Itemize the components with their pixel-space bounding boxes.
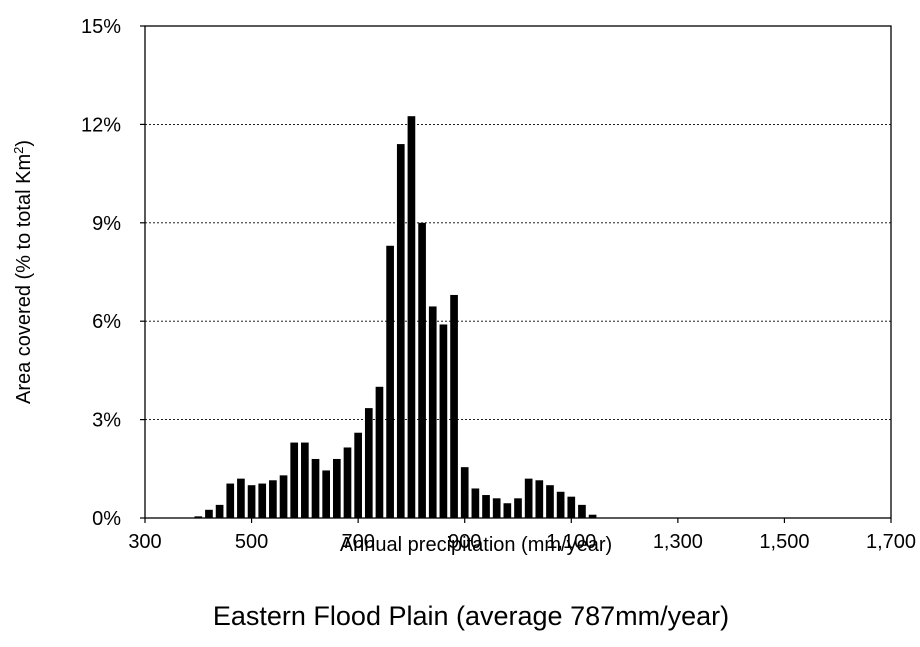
bar [524,478,533,518]
bar [332,458,341,518]
bar [290,442,299,518]
bar [407,116,416,518]
x-tick-label: 700 [341,531,374,553]
bar [364,408,373,518]
bar [588,514,597,518]
bar [301,442,309,518]
bar [428,306,437,518]
bar [471,488,480,518]
y-tick-label: 15% [81,16,121,38]
bar [546,485,554,518]
bar [482,495,490,518]
bar [237,478,245,518]
x-tick-label: 1,100 [546,531,596,553]
y-axis-title-close: ) [13,140,35,147]
bars [194,116,597,519]
bar [279,475,288,518]
y-tick-label: 6% [92,311,121,333]
x-tick-label: 1,500 [759,531,809,553]
bar [514,498,522,518]
y-axis-title-superscript: 2 [11,147,26,154]
bar [215,504,224,518]
x-axis-ticks: 300 500 700 900 1,100 1,300 1,500 1,700 [128,518,916,553]
bar [226,483,235,518]
y-axis-ticks: 0% 3% 6% 9% 12% 15% [81,16,145,530]
bar [460,467,469,518]
x-tick-label: 300 [128,531,161,553]
bar [439,324,448,518]
bar [578,504,586,518]
y-axis-title-text: Area covered (% to total Km [13,154,35,404]
bar [556,491,565,518]
bar [322,470,331,518]
chart-caption: Eastern Flood Plain (average 787mm/year) [213,601,729,631]
bar [418,222,426,519]
bar [311,458,320,518]
bar [396,144,405,518]
plot-frame [144,25,892,519]
x-tick-label: 500 [235,531,268,553]
bar [269,480,277,518]
bar [258,483,267,518]
bar [247,485,256,518]
y-tick-label: 0% [92,508,121,530]
bar [386,245,394,518]
y-tick-label: 3% [92,410,121,432]
bar [450,294,458,518]
bar [375,386,384,518]
x-tick-label: 1,300 [653,531,703,553]
x-tick-label: 1,700 [866,531,916,553]
x-axis-title: Annual precipitation (mm/year) [340,534,612,556]
bar [535,480,544,518]
bar [205,509,213,518]
y-tick-label: 9% [92,213,121,235]
bar [567,496,576,518]
gridlines [145,123,891,421]
bar [343,447,352,518]
bar [492,498,501,518]
y-axis-title: Area covered (% to total Km2) [11,140,35,404]
x-tick-label: 900 [448,531,481,553]
bar [354,432,362,518]
bar [194,516,203,518]
bar [503,503,512,518]
y-tick-label: 12% [81,114,121,136]
